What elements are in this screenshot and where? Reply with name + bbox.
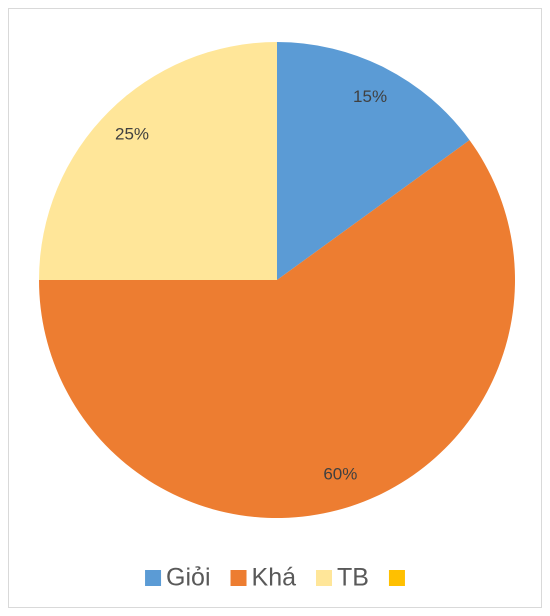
legend-swatch [230,570,247,586]
legend-label: Giỏi [166,564,210,592]
pie-slice [39,140,515,518]
data-label: 15% [353,87,387,106]
pie-slice [39,42,277,280]
legend-swatch [316,570,332,586]
data-label: 25% [115,125,149,144]
legend-label: Khá [252,564,297,592]
legend-swatch [145,570,162,586]
legend-label: TB [337,564,369,592]
data-label: 60% [323,464,357,483]
pie-slice [277,42,470,280]
legend-swatch [388,570,405,586]
